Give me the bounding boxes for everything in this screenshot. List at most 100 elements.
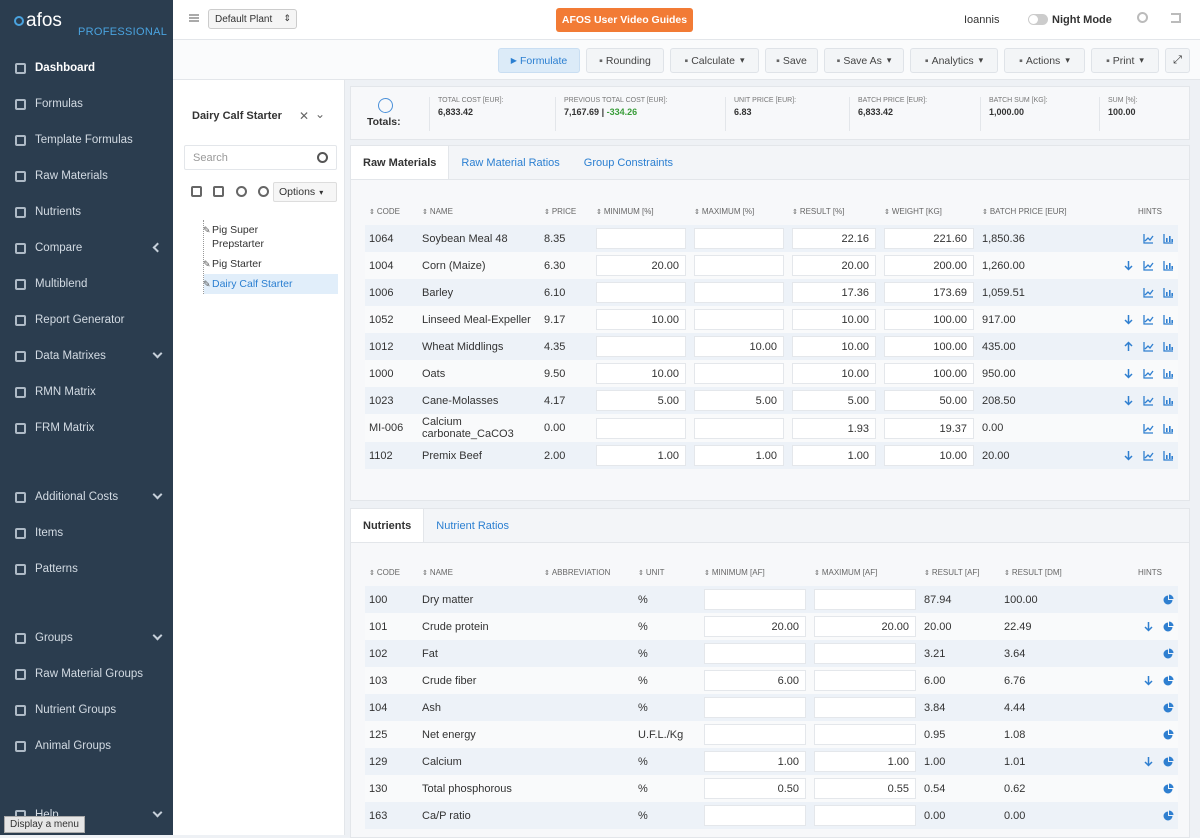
tool-icon[interactable] [258,186,269,197]
logo[interactable]: afos [14,10,62,32]
up-icon[interactable] [1123,341,1134,352]
tab[interactable]: Group Constraints [583,157,674,169]
menu-item[interactable]: Report Generator [0,302,173,338]
input-box[interactable]: 5.00 [596,390,686,411]
input-box[interactable]: 6.00 [704,670,806,691]
down-icon[interactable] [1143,621,1154,632]
pie-icon[interactable] [1163,621,1174,632]
input-box[interactable] [814,643,916,664]
column-header[interactable]: UNIT [634,558,700,586]
tab[interactable]: Nutrients [351,509,425,542]
menu-item[interactable]: Formulas [0,86,173,122]
close[interactable]: ✕ [299,109,310,123]
input-box[interactable] [704,643,806,664]
input-box[interactable]: 200.00 [884,255,974,276]
tab[interactable]: Raw Materials [351,146,450,179]
bar-icon[interactable] [1163,260,1174,271]
options-button[interactable]: Options [273,182,337,202]
menu-item[interactable]: Groups [0,620,173,656]
input-box[interactable]: 10.00 [596,309,686,330]
line-icon[interactable] [1143,423,1154,434]
input-box[interactable]: 10.00 [596,363,686,384]
column-header[interactable]: RESULT [AF] [920,558,1000,586]
input-box[interactable]: 1.00 [694,445,784,466]
toolbar-button[interactable]: Save [765,48,818,73]
input-box[interactable] [704,724,806,745]
input-box[interactable]: 19.37 [884,417,974,439]
input-box[interactable] [814,697,916,718]
pie-icon[interactable] [1163,729,1174,740]
bar-icon[interactable] [1163,423,1174,434]
pie-icon[interactable] [1163,648,1174,659]
pie-icon[interactable] [1163,675,1174,686]
menu-item[interactable]: Patterns [0,551,173,587]
plant-select[interactable]: Default Plant [208,9,297,29]
tool-icon[interactable] [213,186,224,197]
column-header[interactable]: RESULT [%] [788,197,880,225]
input-box[interactable]: 100.00 [884,363,974,384]
toolbar-button[interactable]: Print [1091,48,1159,73]
tool-icon[interactable] [191,186,202,197]
collapse[interactable]: ⌄ [315,107,326,121]
input-box[interactable]: 100.00 [884,309,974,330]
down-icon[interactable] [1123,450,1134,461]
input-box[interactable]: 10.00 [792,309,876,330]
input-box[interactable]: 20.00 [596,255,686,276]
tab[interactable]: Nutrient Ratios [436,520,510,532]
column-header[interactable]: PRICE [540,197,592,225]
toolbar-button[interactable]: Calculate [670,48,759,73]
line-icon[interactable] [1143,368,1154,379]
down-icon[interactable] [1123,368,1134,379]
bar-icon[interactable] [1163,314,1174,325]
input-box[interactable]: 10.00 [792,363,876,384]
line-icon[interactable] [1143,314,1154,325]
column-header[interactable]: MAXIMUM [%] [690,197,788,225]
down-icon[interactable] [1143,756,1154,767]
bar-icon[interactable] [1163,233,1174,244]
column-header[interactable]: RESULT [DM] [1000,558,1090,586]
input-box[interactable]: 10.00 [884,445,974,466]
input-box[interactable] [704,589,806,610]
menu-item[interactable]: Items [0,515,173,551]
toolbar-button[interactable]: Save As [824,48,904,73]
column-header[interactable]: MINIMUM [%] [592,197,690,225]
column-header[interactable]: HINTS [1138,567,1162,577]
line-icon[interactable] [1143,450,1154,461]
pie-icon[interactable] [1163,783,1174,794]
input-box[interactable]: 10.00 [792,336,876,357]
menu-item[interactable]: RMN Matrix [0,374,173,410]
guides-button[interactable]: AFOS User Video Guides [556,8,693,32]
column-header[interactable]: MAXIMUM [AF] [810,558,920,586]
input-box[interactable]: 1.00 [792,445,876,466]
input-box[interactable]: 5.00 [694,390,784,411]
user-name[interactable]: Ioannis [964,14,1000,26]
down-icon[interactable] [1123,395,1134,406]
input-box[interactable]: 22.16 [792,228,876,249]
menu-item[interactable]: Template Formulas [0,122,173,158]
tool-icon[interactable] [236,186,247,197]
input-box[interactable] [694,363,784,384]
toolbar-button[interactable]: Actions [1004,48,1085,73]
bar-icon[interactable] [1163,341,1174,352]
line-icon[interactable] [1143,287,1154,298]
line-icon[interactable] [1143,260,1154,271]
input-box[interactable] [814,589,916,610]
input-box[interactable] [814,805,916,826]
input-box[interactable] [596,336,686,357]
input-box[interactable] [596,282,686,303]
night-toggle[interactable] [1028,14,1048,25]
input-box[interactable] [694,417,784,439]
input-box[interactable]: 1.00 [704,751,806,772]
column-header[interactable]: BATCH PRICE [EUR] [978,197,1090,225]
fullscreen[interactable]: ⤢ [1165,48,1190,73]
input-box[interactable]: 20.00 [704,616,806,637]
menu-item[interactable]: Animal Groups [0,728,173,764]
bar-icon[interactable] [1163,368,1174,379]
toolbar-button[interactable]: Rounding [586,48,664,73]
input-box[interactable]: 50.00 [884,390,974,411]
input-box[interactable] [596,417,686,439]
tab[interactable]: Raw Material Ratios [461,157,560,169]
column-header[interactable]: CODE [365,558,418,586]
column-header[interactable]: HINTS [1138,206,1162,216]
column-header[interactable]: CODE [365,197,418,225]
